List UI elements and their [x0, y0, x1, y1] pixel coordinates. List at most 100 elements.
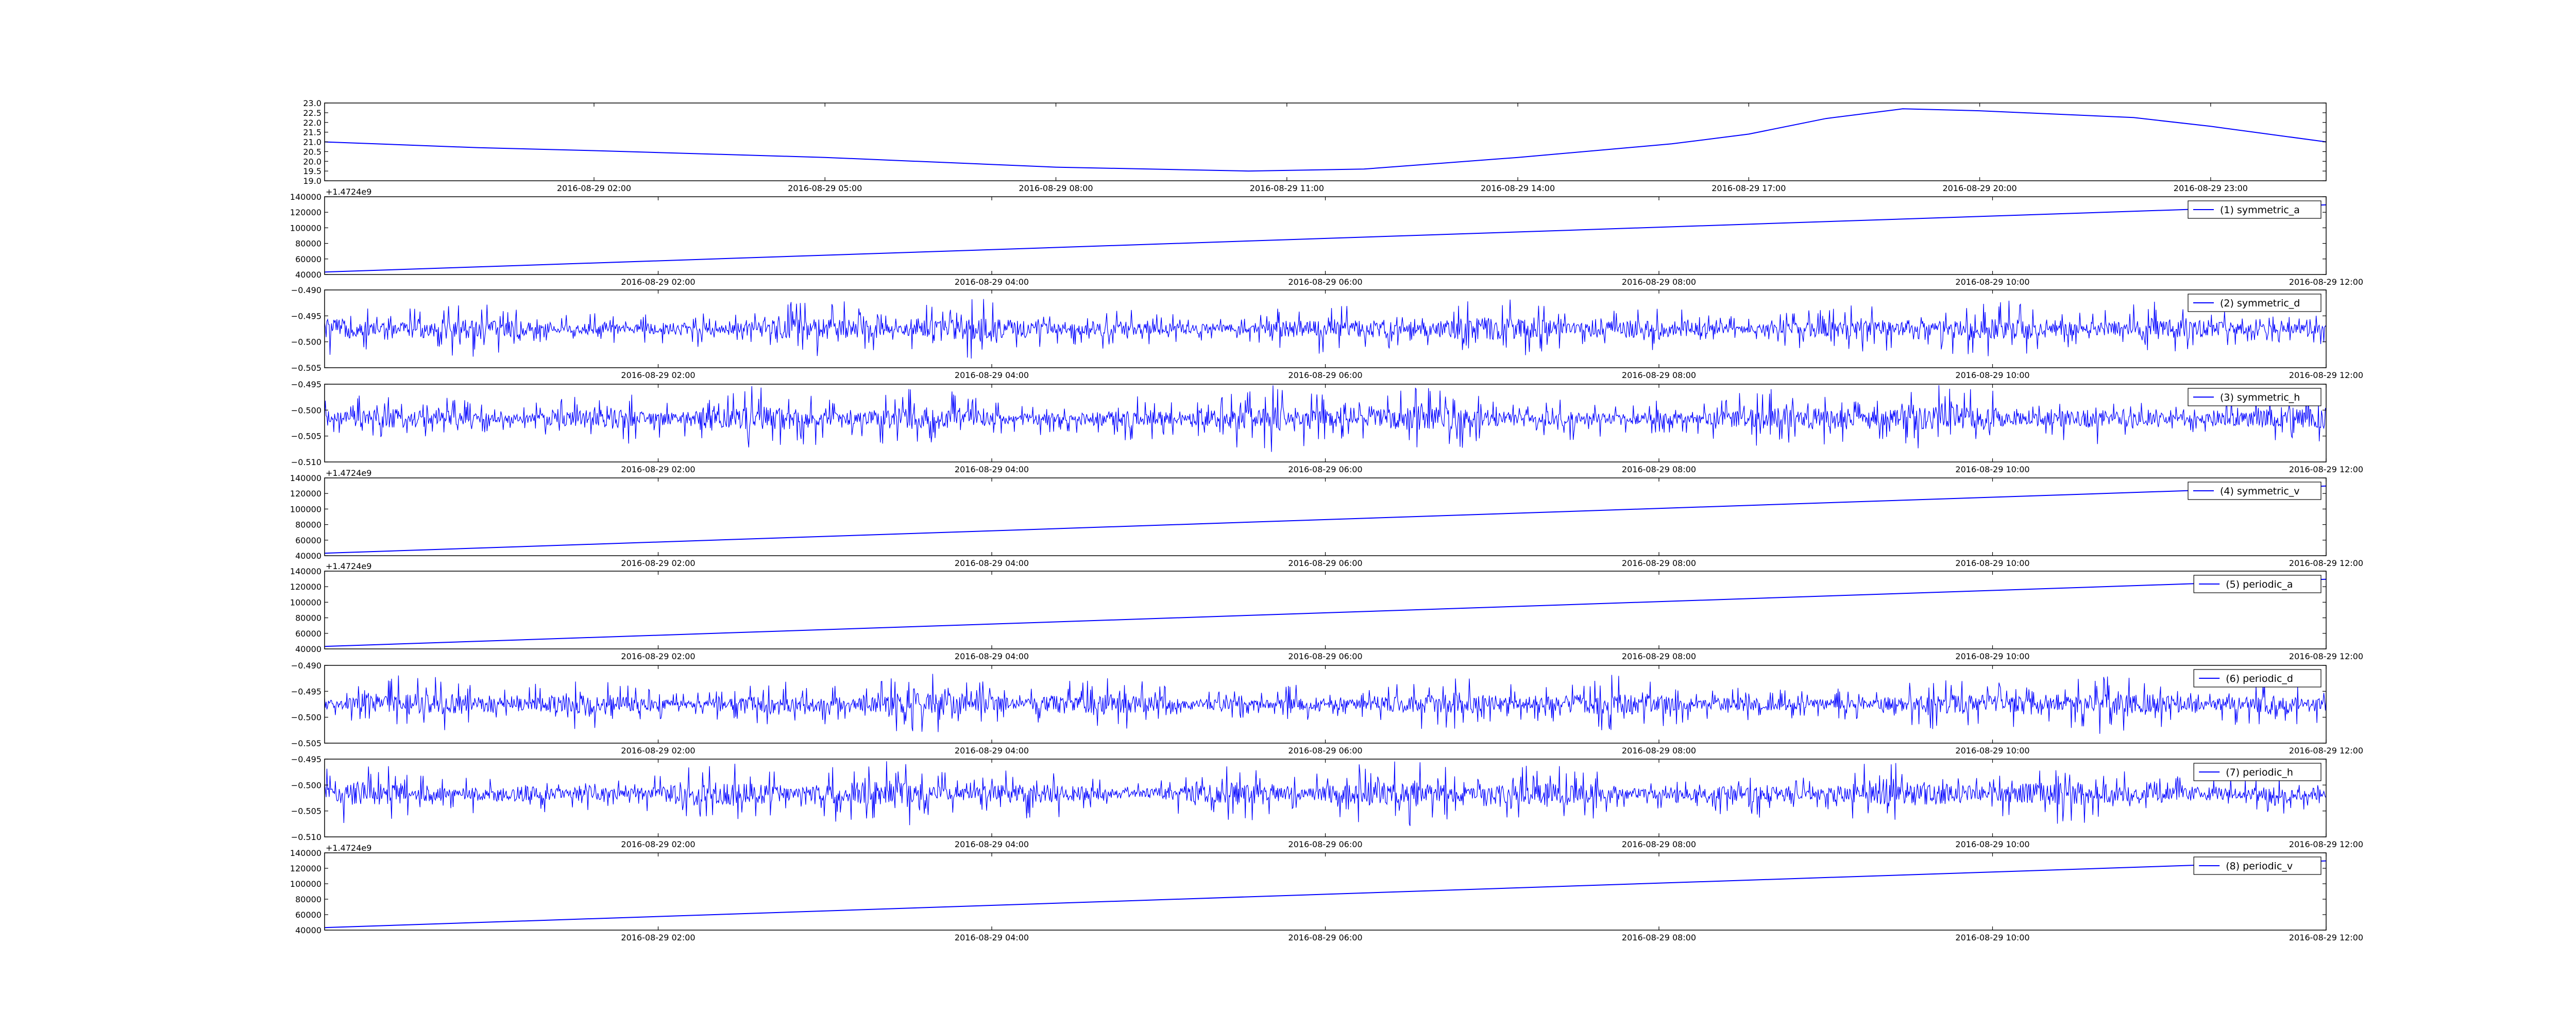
y-tick-label: 80000: [295, 895, 321, 904]
legend: (4) symmetric_v: [2188, 482, 2321, 500]
series-line: [325, 204, 2326, 273]
legend: (2) symmetric_d: [2188, 294, 2321, 312]
y-tick-label: 19.5: [303, 166, 321, 176]
legend: (3) symmetric_h: [2188, 388, 2321, 406]
y-tick-label: −0.495: [291, 380, 321, 389]
y-tick-label: −0.500: [291, 337, 321, 347]
x-tick-label: 2016-08-29 04:00: [955, 651, 1029, 661]
subplot-0: 23.022.522.021.521.020.520.019.519.0 2016…: [303, 98, 2327, 193]
y-tick-label: 60000: [295, 629, 321, 639]
subplot-6: −0.490 −0.495 −0.500 −0.505 2016-08-29 02:00…: [291, 661, 2363, 756]
x-tick-label: 2016-08-29 08:00: [1019, 183, 1093, 193]
x-tick-label: 2016-08-29 02:00: [621, 746, 695, 756]
y-tick-label: 60000: [295, 254, 321, 264]
y-tick-label: 40000: [295, 925, 321, 935]
x-tick-label: 2016-08-29 08:00: [1622, 277, 1696, 287]
x-tick-label: 2016-08-29 23:00: [2174, 183, 2248, 193]
y-tick-label: −0.505: [291, 363, 321, 373]
y-tick-label: −0.500: [291, 713, 321, 723]
legend-label: (2) symmetric_d: [2220, 298, 2300, 309]
legend-label: (4) symmetric_v: [2220, 486, 2300, 497]
y-tick-label: 80000: [295, 239, 321, 249]
y-offset-label: +1.4724e9: [326, 561, 371, 571]
y-tick-label: 20.5: [303, 147, 321, 157]
y-tick-label: 120000: [290, 582, 321, 592]
x-tick-label: 2016-08-29 08:00: [1622, 558, 1696, 568]
x-tick-label: 2016-08-29 06:00: [1288, 465, 1362, 474]
y-tick-label: 100000: [290, 223, 321, 233]
y-tick-label: 120000: [290, 208, 321, 217]
x-tick-label: 2016-08-29 12:00: [2289, 746, 2363, 756]
x-tick-label: 2016-08-29 04:00: [955, 558, 1029, 568]
legend: (7) periodic_h: [2193, 763, 2321, 781]
y-tick-label: 80000: [295, 520, 321, 530]
x-tick-label: 2016-08-29 02:00: [621, 558, 695, 568]
y-offset-label: +1.4724e9: [326, 468, 371, 478]
y-tick-label: −0.505: [291, 739, 321, 748]
y-tick-label: −0.495: [291, 754, 321, 764]
y-tick-label: −0.495: [291, 686, 321, 696]
subplot-5: 140000 120000 100000 80000 60000 40000 2016-08…: [290, 561, 2363, 661]
x-tick-label: 2016-08-29 08:00: [1622, 839, 1696, 849]
y-tick-label: 21.5: [303, 128, 321, 138]
x-tick-label: 2016-08-29 06:00: [1288, 933, 1362, 942]
x-tick-label: 2016-08-29 02:00: [621, 277, 695, 287]
legend-label: (8) periodic_v: [2226, 861, 2293, 872]
y-tick-label: 140000: [290, 473, 321, 483]
legend-label: (6) periodic_d: [2226, 673, 2293, 684]
x-tick-label: 2016-08-29 10:00: [1955, 558, 2029, 568]
legend: (5) periodic_a: [2193, 575, 2321, 593]
y-tick-label: 120000: [290, 489, 321, 499]
series-line: [325, 578, 2326, 647]
subplot-3: −0.495 −0.500 −0.505 −0.510 2016-08-29 02:00…: [291, 380, 2363, 474]
y-tick-label: 100000: [290, 597, 321, 607]
x-tick-label: 2016-08-29 04:00: [955, 839, 1029, 849]
y-tick-label: −0.510: [291, 457, 321, 467]
y-tick-label: 40000: [295, 644, 321, 654]
y-tick-label: 20.0: [303, 157, 321, 166]
y-tick-label: 40000: [295, 551, 321, 561]
y-tick-label: −0.490: [291, 661, 321, 671]
x-tick-label: 2016-08-29 10:00: [1955, 746, 2029, 756]
y-tick-label: 60000: [295, 536, 321, 545]
y-tick-label: 100000: [290, 879, 321, 889]
y-tick-label: 60000: [295, 910, 321, 920]
x-tick-label: 2016-08-29 11:00: [1250, 183, 1324, 193]
x-tick-label: 2016-08-29 02:00: [621, 933, 695, 942]
x-tick-label: 2016-08-29 04:00: [955, 277, 1029, 287]
y-tick-label: 140000: [290, 192, 321, 202]
series-line: [325, 108, 2326, 172]
x-tick-label: 2016-08-29 08:00: [1622, 933, 1696, 942]
y-tick-label: 140000: [290, 566, 321, 576]
y-tick-label: 80000: [295, 613, 321, 623]
legend-label: (5) periodic_a: [2226, 579, 2293, 590]
x-tick-label: 2016-08-29 06:00: [1288, 370, 1362, 380]
y-tick-label: −0.500: [291, 780, 321, 790]
series-line: [325, 860, 2326, 929]
x-tick-label: 2016-08-29 06:00: [1288, 839, 1362, 849]
x-tick-label: 2016-08-29 04:00: [955, 465, 1029, 474]
x-tick-label: 2016-08-29 12:00: [2289, 465, 2363, 474]
legend: (6) periodic_d: [2193, 669, 2321, 688]
x-tick-label: 2016-08-29 08:00: [1622, 370, 1696, 380]
x-tick-label: 2016-08-29 20:00: [1943, 183, 2017, 193]
series-line: [325, 299, 2326, 359]
x-tick-label: 2016-08-29 02:00: [621, 370, 695, 380]
x-tick-label: 2016-08-29 04:00: [955, 746, 1029, 756]
y-offset-label: +1.4724e9: [326, 187, 371, 197]
x-tick-label: 2016-08-29 06:00: [1288, 558, 1362, 568]
x-tick-label: 2016-08-29 12:00: [2289, 277, 2363, 287]
y-tick-label: 22.5: [303, 108, 321, 118]
x-tick-label: 2016-08-29 02:00: [621, 651, 695, 661]
x-tick-label: 2016-08-29 04:00: [955, 370, 1029, 380]
y-tick-label: −0.490: [291, 285, 321, 295]
y-tick-label: −0.510: [291, 832, 321, 842]
y-tick-label: 22.0: [303, 118, 321, 128]
x-tick-label: 2016-08-29 06:00: [1288, 651, 1362, 661]
x-tick-label: 2016-08-29 14:00: [1481, 183, 1555, 193]
x-tick-label: 2016-08-29 02:00: [621, 839, 695, 849]
y-tick-label: 100000: [290, 504, 321, 514]
series-line: [325, 485, 2326, 554]
